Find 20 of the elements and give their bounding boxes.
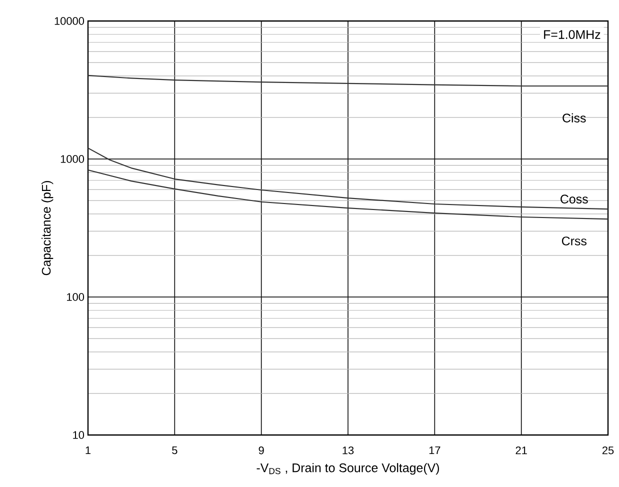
text: Ciss (562, 113, 586, 122)
y-axis-title: Capacitance (pF) (42, 181, 54, 276)
x-tick-label: 25 (602, 446, 614, 454)
y-tick-label: 10000 (54, 17, 84, 25)
y-tick-label: 1000 (60, 155, 84, 163)
line-series (87, 148, 609, 210)
y-tick-label: 100 (67, 293, 84, 301)
annotation: F=1.0MHz (544, 30, 600, 39)
series-label: Coss (560, 194, 588, 204)
x-tick-label: 21 (516, 446, 527, 454)
series-label: Crss (562, 236, 586, 246)
x-tick-label: 5 (172, 446, 178, 454)
x-tick-label: 17 (429, 446, 440, 454)
y-tick-label: 10 (73, 431, 84, 439)
x-tick-label: 1 (86, 446, 91, 454)
x-tick-label: 13 (342, 446, 354, 454)
line-series (87, 74, 609, 87)
x-tick-label: 9 (258, 446, 264, 454)
x-axis-title: -V$_{DS}$ , Drain to Source Voltage(V) (256, 463, 440, 475)
line-series (87, 169, 609, 220)
